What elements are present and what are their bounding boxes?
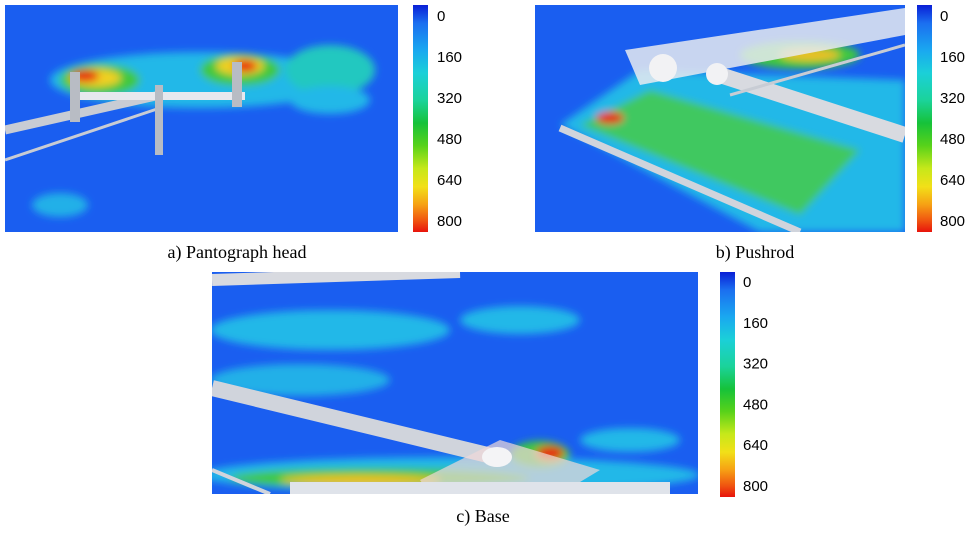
colorbar-tick-label: 480 <box>743 396 768 413</box>
colorbar-tick-label: 320 <box>743 356 768 373</box>
contour-image-b <box>535 5 905 232</box>
colorbar-tick-label: 480 <box>940 131 965 148</box>
contour-image-c <box>200 272 700 494</box>
figure: a) Pantograph head b) Pushrod c) Base 0 1… <box>0 0 978 528</box>
colorbar-tick-label: 0 <box>437 8 445 25</box>
colorbar-tick-label: 800 <box>940 213 965 230</box>
colorbar-tick-label: 640 <box>437 172 462 189</box>
colorbar-tick-label: 160 <box>743 315 768 332</box>
colorbar-tick-label: 320 <box>940 90 965 107</box>
colorbar <box>720 272 735 497</box>
colorbar-tick-label: 640 <box>940 172 965 189</box>
colorbar-tick-label: 320 <box>437 90 462 107</box>
colorbar <box>413 5 428 232</box>
colorbar-tick-label: 0 <box>940 8 948 25</box>
colorbar-tick-label: 160 <box>940 49 965 66</box>
colorbar-tick-label: 480 <box>437 131 462 148</box>
caption: c) Base <box>456 506 509 527</box>
colorbar <box>917 5 932 232</box>
caption: a) Pantograph head <box>168 242 307 263</box>
colorbar-tick-label: 800 <box>437 213 462 230</box>
colorbar-tick-label: 0 <box>743 274 751 291</box>
page: a) Pantograph head b) Pushrod c) Base 0 1… <box>0 0 978 528</box>
colorbar-tick-label: 640 <box>743 437 768 454</box>
colorbar-tick-label: 160 <box>437 49 462 66</box>
caption: b) Pushrod <box>716 242 795 263</box>
contour-image-a <box>5 5 398 232</box>
colorbar-tick-label: 800 <box>743 478 768 495</box>
